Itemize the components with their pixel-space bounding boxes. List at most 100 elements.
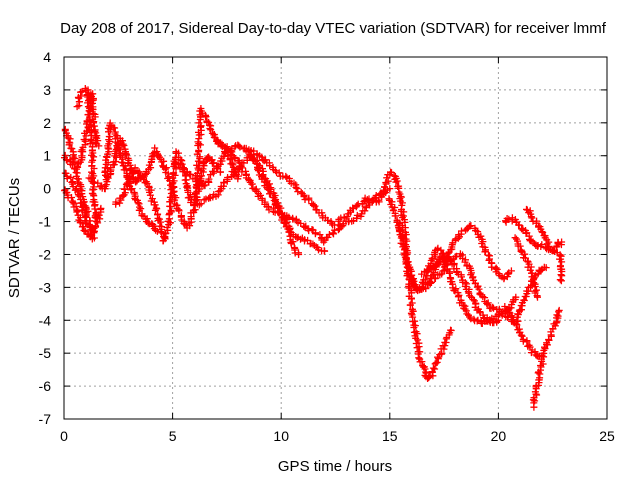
data-point: [135, 206, 143, 214]
data-point: [418, 358, 426, 366]
data-point: [315, 246, 322, 254]
data-point: [517, 247, 525, 255]
data-point: [488, 263, 496, 271]
data-point: [407, 294, 415, 302]
data-point: [147, 197, 155, 205]
data-point: [200, 182, 208, 190]
data-point: [289, 214, 297, 222]
data-point: [199, 159, 207, 167]
data-point: [91, 127, 99, 135]
data-point: [224, 174, 232, 181]
data-point: [166, 177, 174, 185]
y-tick-label: 0: [43, 181, 51, 197]
data-point: [556, 276, 564, 284]
data-point: [458, 227, 465, 235]
data-series: [523, 205, 566, 285]
data-point: [267, 188, 275, 196]
data-point: [375, 196, 383, 204]
data-point: [275, 169, 283, 177]
data-point: [365, 195, 373, 203]
data-point: [426, 279, 434, 287]
data-point: [181, 220, 189, 228]
x-tick-label: 20: [491, 428, 507, 444]
data-point: [137, 205, 145, 213]
y-tick-label: -1: [39, 214, 52, 230]
data-point: [204, 154, 212, 161]
data-point: [205, 175, 213, 183]
data-point: [524, 257, 531, 265]
data-point: [558, 258, 566, 266]
data-point: [309, 240, 317, 248]
y-tick-label: -3: [39, 279, 52, 295]
data-point: [361, 207, 369, 215]
data-point: [481, 248, 489, 256]
data-point: [309, 201, 317, 209]
data-point: [530, 279, 538, 287]
y-tick-label: -4: [39, 312, 52, 328]
data-series: [213, 136, 394, 246]
data-point: [78, 88, 86, 96]
data-point: [224, 147, 232, 155]
data-point: [119, 140, 127, 148]
y-tick-label: 2: [43, 115, 51, 131]
data-point: [90, 153, 98, 161]
data-point: [358, 210, 366, 218]
data-point: [392, 212, 400, 220]
data-point: [97, 204, 105, 212]
x-tick-label: 15: [382, 428, 398, 444]
data-point: [412, 285, 420, 293]
data-point: [75, 192, 83, 200]
data-point: [144, 219, 152, 227]
data-point: [321, 247, 329, 255]
data-series: [112, 105, 242, 232]
data-point: [421, 276, 429, 284]
data-point: [112, 158, 120, 165]
data-series: [193, 151, 303, 258]
data-point: [490, 304, 497, 312]
data-point: [282, 172, 290, 180]
data-point: [527, 349, 535, 357]
data-point: [439, 267, 447, 275]
plot-frame: [63, 56, 608, 420]
data-point: [549, 247, 557, 254]
data-point: [305, 196, 313, 204]
data-point: [246, 151, 254, 159]
data-point: [429, 364, 437, 372]
data-point: [498, 311, 506, 319]
data-point: [518, 332, 526, 340]
data-point: [411, 317, 419, 325]
data-point: [531, 348, 539, 356]
data-point: [85, 95, 93, 103]
x-tick-label: 5: [169, 428, 177, 444]
data-point: [293, 185, 301, 192]
data-point: [153, 205, 161, 213]
data-point: [220, 178, 228, 186]
data-point: [428, 264, 436, 272]
data-point: [428, 279, 435, 286]
data-point: [403, 260, 411, 267]
data-point: [87, 175, 95, 183]
data-point: [104, 174, 112, 182]
data-point: [187, 171, 195, 178]
data-point: [440, 345, 448, 353]
data-point: [78, 223, 86, 231]
data-point: [537, 266, 545, 274]
data-series: [502, 214, 546, 250]
data-point: [90, 165, 98, 172]
data-point: [557, 241, 565, 249]
data-point: [88, 168, 96, 176]
data-point: [478, 240, 486, 247]
data-point: [157, 218, 165, 226]
data-point: [134, 199, 142, 207]
data-point: [521, 250, 529, 258]
data-point: [384, 177, 392, 185]
data-point: [459, 254, 466, 262]
data-point: [105, 133, 113, 140]
data-point: [68, 178, 76, 186]
data-point: [504, 270, 511, 278]
data-point: [441, 338, 449, 346]
y-tick-label: 4: [43, 49, 51, 65]
data-point: [501, 303, 509, 310]
data-point: [301, 223, 309, 231]
data-point: [406, 301, 414, 309]
